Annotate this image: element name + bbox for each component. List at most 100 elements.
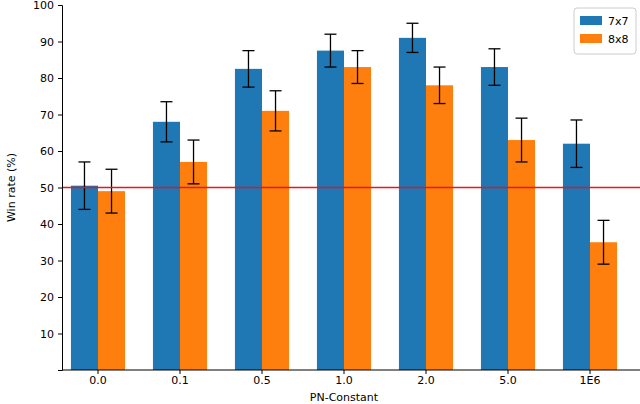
x-tick: 0.5	[253, 370, 271, 387]
y-tick-mark	[58, 78, 62, 79]
x-tick-label: 5.0	[499, 374, 517, 387]
x-tick: 1E6	[580, 370, 601, 387]
error-bar	[598, 220, 610, 264]
x-tick: 2.0	[417, 370, 435, 387]
legend-label: 7x7	[608, 15, 629, 28]
error-bar-cap	[406, 52, 418, 53]
error-bar-line	[275, 91, 276, 131]
error-bar-cap	[324, 66, 336, 67]
error-bar-cap	[242, 86, 254, 87]
y-tick-label: 10	[40, 328, 54, 341]
y-tick-mark	[58, 151, 62, 152]
bar	[317, 51, 344, 370]
reference-line	[62, 187, 640, 189]
error-bar	[242, 51, 254, 88]
y-tick: 10	[40, 328, 62, 341]
error-bar-cap	[188, 139, 200, 140]
error-bar-cap	[570, 119, 582, 120]
error-bar-cap	[352, 83, 364, 84]
legend-entry: 7x7	[580, 15, 629, 28]
bar	[399, 38, 426, 370]
y-tick: 80	[40, 72, 62, 85]
error-bar-line	[576, 120, 577, 167]
error-bar	[352, 51, 364, 84]
error-bar-cap	[270, 90, 282, 91]
y-tick: 60	[40, 145, 62, 158]
bar	[180, 162, 207, 370]
bar	[563, 144, 590, 370]
legend-entry: 8x8	[580, 33, 629, 46]
error-bar-cap	[78, 161, 90, 162]
error-bar-line	[357, 51, 358, 84]
y-tick-mark	[58, 188, 62, 189]
error-bar	[406, 23, 418, 52]
bar	[71, 186, 98, 370]
error-bar-cap	[406, 23, 418, 24]
y-tick: 70	[40, 109, 62, 122]
y-tick-label: 70	[40, 109, 54, 122]
error-bar-cap	[160, 101, 172, 102]
error-bar-line	[193, 140, 194, 184]
y-axis-title: Win rate (%)	[5, 153, 18, 222]
x-tick-label: 1.0	[335, 374, 353, 387]
x-tick-label: 0.5	[253, 374, 271, 387]
bar	[98, 191, 125, 370]
error-bar-cap	[242, 50, 254, 51]
y-tick: 90	[40, 36, 62, 49]
x-axis: 0.0 0.1 0.5 1.0 2.0 5.0 1E6	[62, 370, 640, 387]
y-tick-mark	[58, 5, 62, 6]
y-tick-mark	[58, 334, 62, 335]
bar	[262, 111, 289, 370]
y-tick-mark	[58, 261, 62, 262]
chart: 1020304050607080901000.00.10.51.02.05.01…	[0, 0, 640, 404]
error-bar	[324, 34, 336, 67]
error-bar-line	[111, 169, 112, 213]
legend-label: 8x8	[608, 33, 629, 46]
y-tick: 100	[33, 0, 62, 12]
error-bar-line	[521, 118, 522, 162]
y-tick-label: 80	[40, 72, 54, 85]
error-bar	[270, 91, 282, 131]
error-bar-cap	[106, 212, 118, 213]
y-tick-label: 90	[40, 36, 54, 49]
legend-swatch	[580, 34, 602, 43]
error-bar-cap	[434, 103, 446, 104]
bar	[153, 122, 180, 370]
error-bar-line	[412, 23, 413, 52]
error-bar-line	[603, 220, 604, 264]
error-bar-cap	[434, 66, 446, 67]
error-bar-line	[494, 49, 495, 86]
bar	[426, 85, 453, 370]
error-bar	[188, 140, 200, 184]
error-bar-cap	[598, 220, 610, 221]
plot-area: 1020304050607080901000.00.10.51.02.05.01…	[33, 0, 640, 387]
y-tick: 30	[40, 255, 62, 268]
x-tick-label: 0.0	[89, 374, 107, 387]
x-axis-title: PN-Constant	[310, 391, 379, 404]
marks	[62, 23, 640, 370]
error-bar-cap	[598, 263, 610, 264]
y-tick: 20	[40, 291, 62, 304]
error-bar	[488, 49, 500, 86]
error-bar-line	[439, 67, 440, 104]
error-bar	[434, 67, 446, 104]
legend-swatch	[580, 16, 602, 25]
error-bar-cap	[516, 161, 528, 162]
x-tick-label: 0.1	[171, 374, 189, 387]
error-bar-cap	[188, 183, 200, 184]
legend: 7x78x8	[574, 8, 636, 54]
error-bar-cap	[106, 169, 118, 170]
error-bar-cap	[324, 34, 336, 35]
y-tick-label: 50	[40, 182, 54, 195]
x-tick: 0.0	[89, 370, 107, 387]
error-bar	[160, 102, 172, 142]
bar	[344, 67, 371, 370]
y-axis-line	[58, 6, 63, 371]
y-tick-label: 100	[33, 0, 54, 12]
error-bar	[516, 118, 528, 162]
error-bar-cap	[516, 118, 528, 119]
bar	[481, 67, 508, 370]
error-bar-cap	[78, 209, 90, 210]
error-bar-cap	[352, 50, 364, 51]
error-bar-cap	[488, 48, 500, 49]
